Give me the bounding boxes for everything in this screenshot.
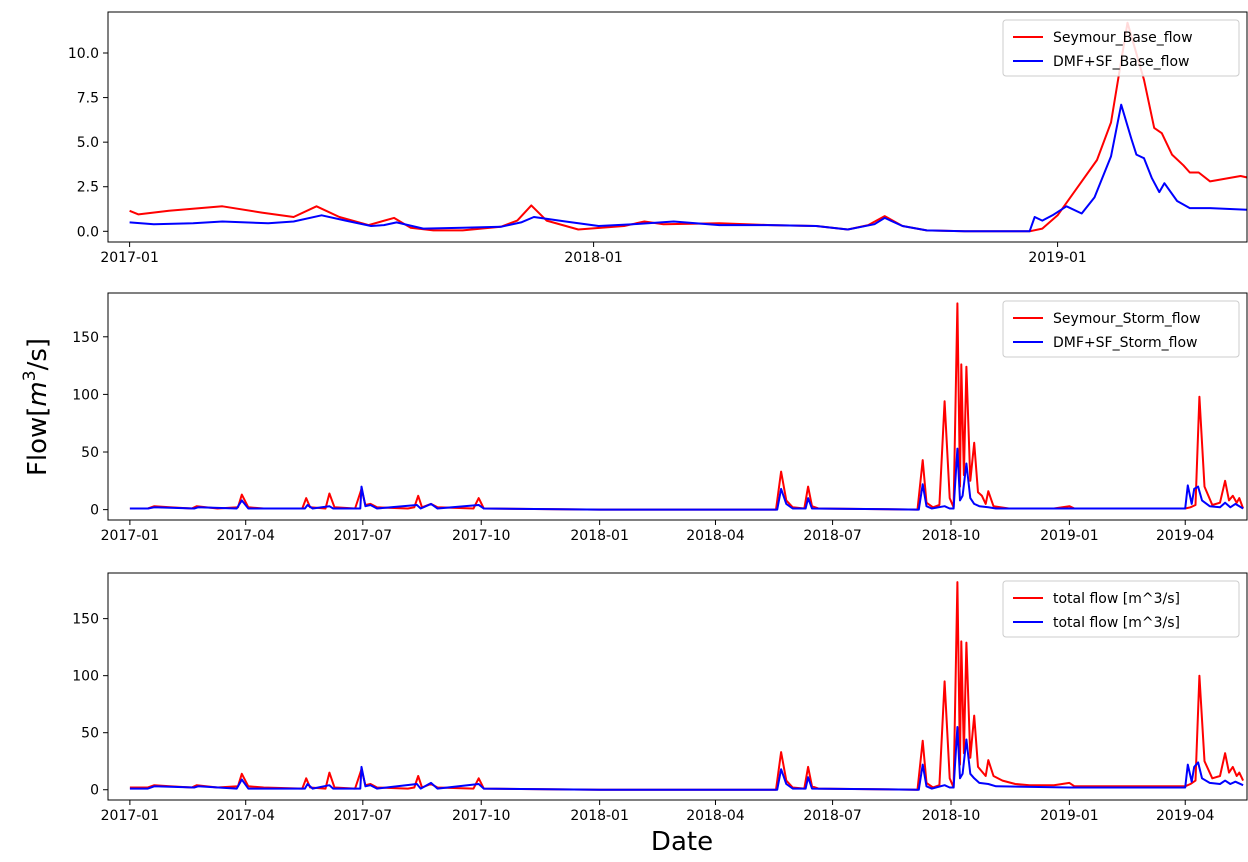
y-tick-label: 150	[72, 612, 99, 628]
x-tick-label: 2017-07	[334, 808, 393, 824]
y-tick-label: 50	[81, 445, 99, 461]
legend-label: total flow [m^3/s]	[1053, 615, 1180, 631]
y-tick-label: 0	[90, 503, 99, 519]
x-tick-label: 2019-04	[1156, 528, 1215, 544]
y-tick-label: 150	[72, 330, 99, 346]
y-tick-label: 100	[72, 669, 99, 685]
x-tick-label: 2017-01	[101, 808, 160, 824]
series-line-1	[129, 103, 1247, 233]
series-group	[129, 21, 1247, 233]
x-tick-label: 2018-01	[570, 528, 629, 544]
series-group	[129, 302, 1245, 511]
series-line-1	[129, 726, 1244, 791]
x-tick-label: 2019-04	[1156, 808, 1215, 824]
x-tick-label: 2018-01	[570, 808, 629, 824]
total-flow-panel: 2017-01 2017-04 2017-07 2017-10 2018-01 2018-…	[72, 572, 1248, 824]
x-tick-label: 2018-04	[686, 808, 745, 824]
x-tick-label: 2018-07	[803, 528, 862, 544]
y-tick-label: 0	[90, 783, 99, 799]
x-tick-label: 2018-04	[686, 528, 745, 544]
x-tick-label: 2018-10	[922, 528, 981, 544]
x-axis-label: Date	[651, 827, 713, 857]
legend-label: DMF+SF_Storm_flow	[1053, 335, 1198, 351]
y-tick-label: 2.5	[77, 180, 99, 196]
legend-label: Seymour_Storm_flow	[1053, 311, 1201, 327]
y-tick-label: 10.0	[68, 46, 99, 62]
axes-frame	[107, 572, 1248, 801]
series-group	[129, 581, 1245, 791]
series-line-1	[129, 447, 1244, 511]
y-tick-label: 7.5	[77, 91, 99, 107]
y-tick-label: 50	[81, 726, 99, 742]
x-tick-label: 2017-01	[101, 528, 160, 544]
x-tick-label: 2019-01	[1028, 250, 1087, 266]
legend-label: total flow [m^3/s]	[1053, 591, 1180, 607]
x-tick-label: 2018-01	[564, 250, 623, 266]
storm-flow-panel: 2017-01 2017-04 2017-07 2017-10 2018-01 2018-…	[72, 292, 1248, 544]
x-tick-label: 2017-07	[334, 528, 393, 544]
base-flow-panel: 2017-01 2018-01 2019-01 0.0 2.5 5.0 7.5 10.0 Sey…	[68, 11, 1248, 266]
y-axis-label: Flow[m3/s]	[20, 338, 53, 476]
x-tick-label: 2019-01	[1040, 528, 1099, 544]
x-tick-label: 2017-04	[216, 528, 275, 544]
legend-box	[1002, 19, 1240, 77]
x-tick-label: 2017-10	[452, 528, 511, 544]
x-tick-label: 2017-01	[100, 250, 159, 266]
y-tick-label: 100	[72, 387, 99, 403]
axes-frame	[107, 292, 1248, 521]
legend-label: Seymour_Base_flow	[1053, 30, 1193, 46]
y-tick-label: 5.0	[77, 135, 99, 151]
legend-box	[1002, 300, 1240, 358]
legend-box	[1002, 580, 1240, 638]
x-tick-label: 2017-10	[452, 808, 511, 824]
x-tick-label: 2017-04	[216, 808, 275, 824]
axes-frame	[107, 11, 1248, 243]
x-tick-label: 2018-07	[803, 808, 862, 824]
legend-label: DMF+SF_Base_flow	[1053, 54, 1190, 70]
y-tick-label: 0.0	[77, 224, 99, 240]
x-tick-label: 2018-10	[922, 808, 981, 824]
x-tick-label: 2019-01	[1040, 808, 1099, 824]
